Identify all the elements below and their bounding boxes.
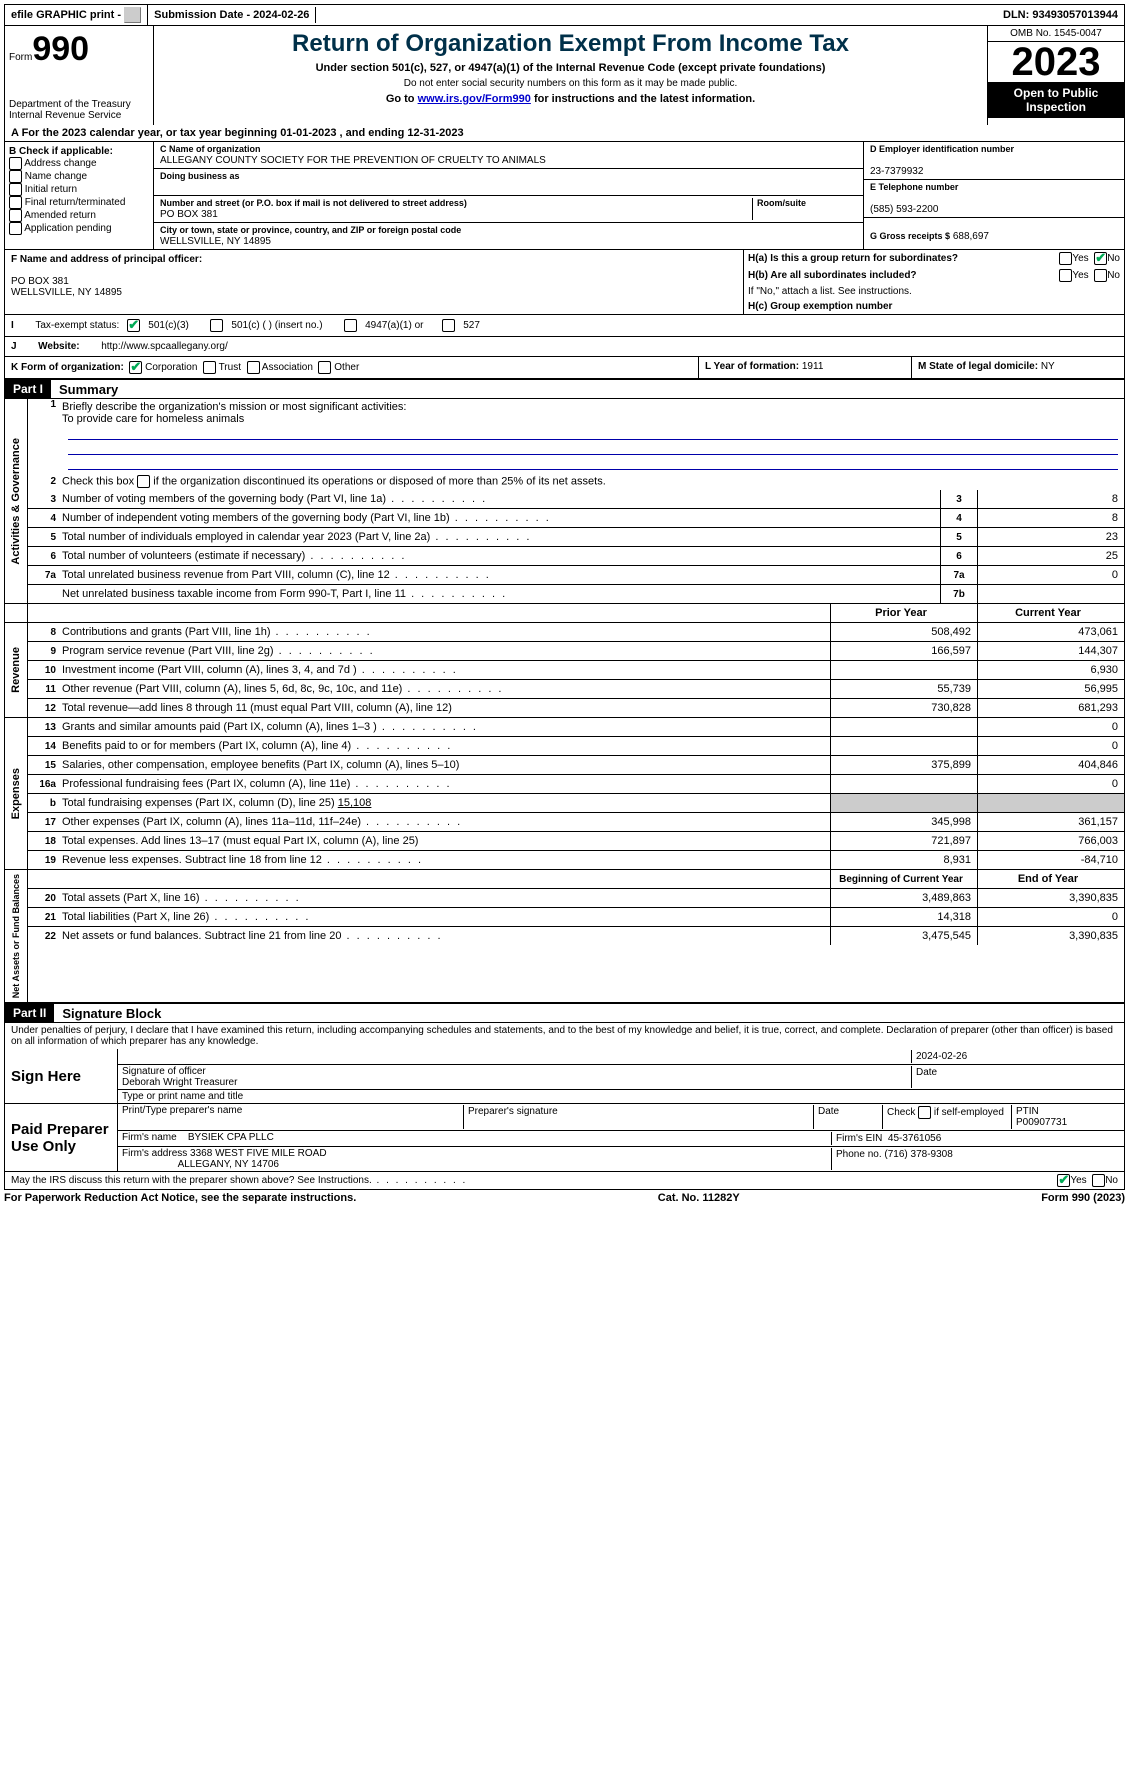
val-3: 8	[977, 490, 1124, 508]
check-4947[interactable]	[344, 319, 357, 332]
col-prior: Prior Year	[830, 604, 977, 622]
side-governance: Activities & Governance	[8, 434, 24, 569]
mission-text: To provide care for homeless animals	[62, 413, 244, 425]
check-assoc[interactable]	[247, 361, 260, 374]
firm-addr2: ALLEGANY, NY 14706	[178, 1159, 279, 1170]
submission-date: Submission Date - 2024-02-26	[148, 7, 316, 23]
form-subtitle: Under section 501(c), 527, or 4947(a)(1)…	[158, 62, 983, 74]
check-address[interactable]	[9, 157, 22, 170]
website-url: http://www.spcaallegany.org/	[101, 341, 228, 352]
check-discontinued[interactable]	[137, 475, 150, 488]
part2-header: Part II Signature Block	[4, 1003, 1125, 1023]
val-7a: 0	[977, 566, 1124, 584]
val-4: 8	[977, 509, 1124, 527]
firm-addr1: 3368 WEST FIVE MILE ROAD	[190, 1148, 327, 1159]
open-inspection: Open to Public Inspection	[988, 82, 1124, 118]
box-h: H(a) Is this a group return for subordin…	[743, 250, 1124, 314]
dept-treasury: Department of the Treasury Internal Reve…	[9, 99, 149, 121]
val-5: 23	[977, 528, 1124, 546]
side-expenses: Expenses	[8, 764, 24, 823]
form-title: Return of Organization Exempt From Incom…	[158, 30, 983, 58]
check-app-pending[interactable]	[9, 222, 22, 235]
form-header: Form990 Department of the Treasury Inter…	[4, 26, 1125, 125]
hb-yes[interactable]	[1059, 269, 1072, 282]
col-current: Current Year	[977, 604, 1124, 622]
check-initial[interactable]	[9, 183, 22, 196]
org-city: WELLSVILLE, NY 14895	[160, 236, 271, 247]
side-net: Net Assets or Fund Balances	[9, 870, 23, 1002]
check-501c[interactable]	[210, 319, 223, 332]
firm-ein: 45-3761056	[888, 1133, 941, 1144]
firm-name: BYSIEK CPA PLLC	[188, 1132, 274, 1143]
org-street: PO BOX 381	[160, 209, 218, 220]
check-other[interactable]	[318, 361, 331, 374]
irs-link[interactable]: www.irs.gov/Form990	[418, 93, 531, 105]
discuss-question: May the IRS discuss this return with the…	[11, 1175, 1057, 1186]
form-number: Form990	[9, 30, 149, 69]
ha-no[interactable]	[1094, 252, 1107, 265]
sign-date: 2024-02-26	[911, 1050, 1120, 1063]
section-bcd: B Check if applicable: Address change Na…	[4, 142, 1125, 250]
phone: (585) 593-2200	[870, 204, 938, 215]
section-fh: F Name and address of principal officer:…	[4, 250, 1125, 315]
check-final[interactable]	[9, 196, 22, 209]
discuss-yes[interactable]	[1057, 1174, 1070, 1187]
part1-header: Part I Summary	[4, 379, 1125, 399]
box-c: C Name of organizationALLEGANY COUNTY SO…	[154, 142, 863, 249]
box-deg: D Employer identification number23-73799…	[863, 142, 1124, 249]
fundraising-exp: 15,108	[338, 797, 372, 809]
summary-table: Activities & Governance 1 Briefly descri…	[4, 399, 1125, 1003]
check-amended[interactable]	[9, 209, 22, 222]
dln: DLN: 93493057013944	[997, 7, 1124, 23]
tax-exempt-row: I Tax-exempt status: 501(c)(3) 501(c) ( …	[4, 315, 1125, 337]
ha-yes[interactable]	[1059, 252, 1072, 265]
check-501c3[interactable]	[127, 319, 140, 332]
tax-year: 2023	[988, 42, 1124, 82]
check-corp[interactable]	[129, 361, 142, 374]
side-revenue: Revenue	[8, 643, 24, 697]
ptin: P00907731	[1016, 1117, 1067, 1128]
org-name: ALLEGANY COUNTY SOCIETY FOR THE PREVENTI…	[160, 155, 546, 166]
line-a-tax-year: A For the 2023 calendar year, or tax yea…	[4, 125, 1125, 142]
check-trust[interactable]	[203, 361, 216, 374]
officer-name: Deborah Wright Treasurer	[122, 1077, 237, 1088]
klm-row: K Form of organization: Corporation Trus…	[4, 357, 1125, 379]
discuss-no[interactable]	[1092, 1174, 1105, 1187]
ein: 23-7379932	[870, 166, 923, 177]
efile-label: efile GRAPHIC print -	[5, 5, 148, 25]
check-527[interactable]	[442, 319, 455, 332]
check-self-employed[interactable]	[918, 1106, 931, 1119]
firm-phone: (716) 378-9308	[884, 1149, 952, 1160]
box-b: B Check if applicable: Address change Na…	[5, 142, 154, 249]
footer: For Paperwork Reduction Act Notice, see …	[4, 1190, 1125, 1204]
topbar: efile GRAPHIC print - Submission Date - …	[4, 4, 1125, 26]
goto-line: Go to www.irs.gov/Form990 for instructio…	[158, 93, 983, 105]
state-domicile: NY	[1041, 361, 1055, 372]
perjury-text: Under penalties of perjury, I declare th…	[4, 1023, 1125, 1049]
signature-block: Sign Here 2024-02-26 Signature of office…	[4, 1049, 1125, 1190]
box-f: F Name and address of principal officer:…	[5, 250, 743, 314]
paid-preparer-label: Paid Preparer Use Only	[5, 1104, 117, 1171]
check-name[interactable]	[9, 170, 22, 183]
website-row: J Website: http://www.spcaallegany.org/	[4, 337, 1125, 357]
ssn-note: Do not enter social security numbers on …	[158, 78, 983, 89]
sign-here-label: Sign Here	[5, 1049, 117, 1103]
gross-receipts: 688,697	[953, 231, 989, 242]
hb-no[interactable]	[1094, 269, 1107, 282]
val-6: 25	[977, 547, 1124, 565]
year-formation: 1911	[802, 361, 824, 372]
val-7b	[977, 585, 1124, 603]
print-button[interactable]	[124, 7, 141, 23]
